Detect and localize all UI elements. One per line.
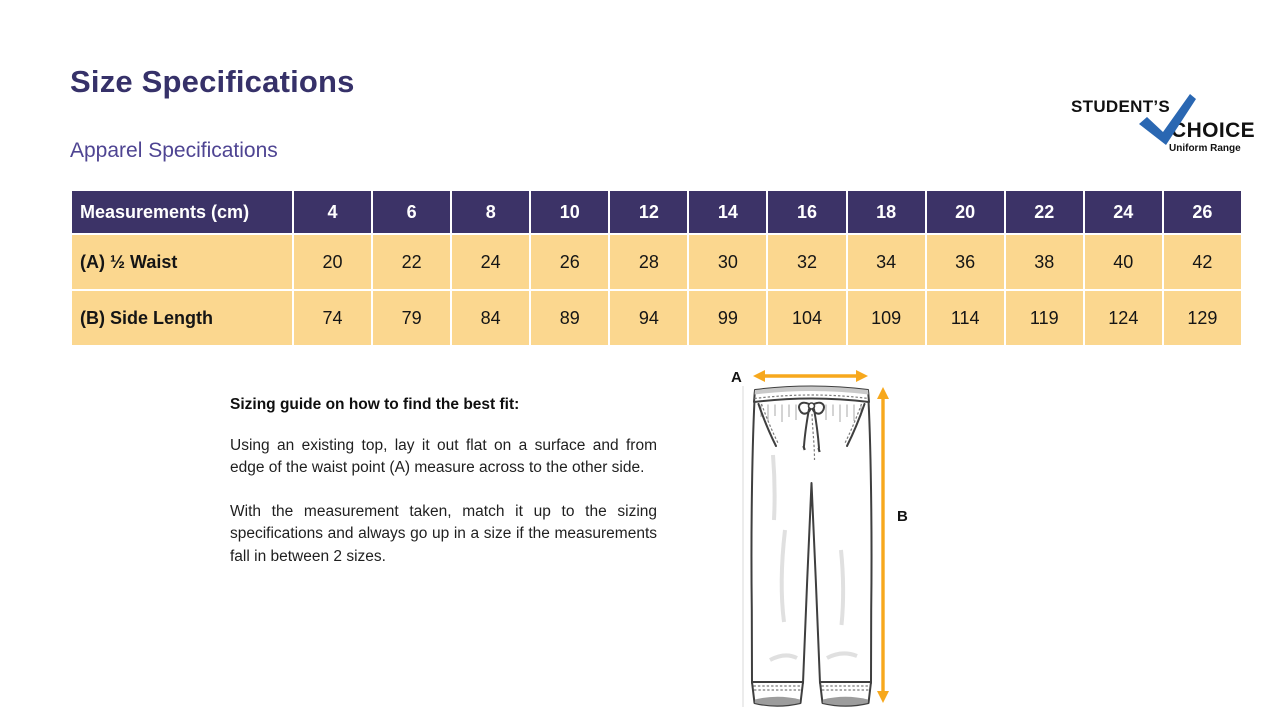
logo-wordmark-bottom: CHOICE <box>1171 119 1256 142</box>
page-subtitle: Apparel Specifications <box>70 139 278 162</box>
label-b: B <box>897 508 908 525</box>
size-cell: 109 <box>845 289 927 347</box>
size-cell: 119 <box>1003 289 1085 347</box>
pants-outline <box>750 385 873 707</box>
size-cell: 89 <box>529 289 611 347</box>
table-row-side-length: (B) Side Length 74 79 84 89 94 99 104 10… <box>70 289 1244 347</box>
width-arrow-a <box>753 370 868 382</box>
size-cell: 40 <box>1082 233 1164 291</box>
measurements-header: Measurements (cm) <box>70 189 294 235</box>
ankle-cuffs <box>751 681 872 707</box>
size-cell: 74 <box>291 289 374 347</box>
logo-wordmark-top: STUDENT’S <box>1071 97 1171 116</box>
page-title: Size Specifications <box>70 64 355 99</box>
size-column-header: 10 <box>529 189 611 235</box>
waistband <box>753 385 870 403</box>
drawstring <box>798 401 825 453</box>
size-column-header: 18 <box>845 189 927 235</box>
size-cell: 32 <box>766 233 848 291</box>
size-column-header: 8 <box>450 189 532 235</box>
size-cell: 129 <box>1161 289 1244 347</box>
students-choice-logo: STUDENT’S CHOICE Uniform Range <box>1063 92 1255 162</box>
size-column-header: 26 <box>1161 189 1244 235</box>
size-cell: 24 <box>450 233 532 291</box>
size-cell: 114 <box>924 289 1006 347</box>
size-cell: 94 <box>608 289 690 347</box>
sizing-guide-heading: Sizing guide on how to find the best fit… <box>230 396 520 413</box>
length-arrow-b <box>877 387 889 703</box>
size-column-header: 22 <box>1003 189 1085 235</box>
size-cell: 36 <box>924 233 1006 291</box>
size-cell: 104 <box>766 289 848 347</box>
check-icon <box>1139 94 1196 145</box>
size-cell: 124 <box>1082 289 1164 347</box>
size-table-container: Measurements (cm) 4 6 8 10 12 14 16 18 2… <box>70 189 1244 347</box>
size-cell: 20 <box>291 233 374 291</box>
row-label: (A) ½ Waist <box>70 233 294 291</box>
sizing-guide: Sizing guide on how to find the best fit… <box>230 396 657 568</box>
size-column-header: 14 <box>687 189 769 235</box>
size-cell: 26 <box>529 233 611 291</box>
label-a: A <box>731 369 742 386</box>
sizing-guide-paragraph: With the measurement taken, match it up … <box>230 502 657 565</box>
size-cell: 28 <box>608 233 690 291</box>
sizing-guide-paragraph: Using an existing top, lay it out flat o… <box>230 437 657 477</box>
size-cell: 34 <box>845 233 927 291</box>
size-cell: 42 <box>1161 233 1244 291</box>
logo-tagline: Uniform Range <box>1169 143 1241 154</box>
size-table: Measurements (cm) 4 6 8 10 12 14 16 18 2… <box>70 189 1244 347</box>
size-cell: 99 <box>687 289 769 347</box>
fly-stitch <box>811 413 816 461</box>
size-column-header: 16 <box>766 189 848 235</box>
size-cell: 79 <box>371 289 453 347</box>
row-label: (B) Side Length <box>70 289 294 347</box>
size-cell: 30 <box>687 233 769 291</box>
size-column-header: 20 <box>924 189 1006 235</box>
size-column-header: 12 <box>608 189 690 235</box>
pocket-lines <box>757 403 866 447</box>
size-cell: 22 <box>371 233 453 291</box>
table-header-row: Measurements (cm) 4 6 8 10 12 14 16 18 2… <box>70 189 1244 235</box>
pants-illustration: A B <box>731 369 908 707</box>
size-column-header: 24 <box>1082 189 1164 235</box>
size-cell: 84 <box>450 289 532 347</box>
size-column-header: 4 <box>291 189 374 235</box>
size-column-header: 6 <box>371 189 453 235</box>
table-row-half-waist: (A) ½ Waist 20 22 24 26 28 30 32 34 36 3… <box>70 233 1244 291</box>
size-cell: 38 <box>1003 233 1085 291</box>
